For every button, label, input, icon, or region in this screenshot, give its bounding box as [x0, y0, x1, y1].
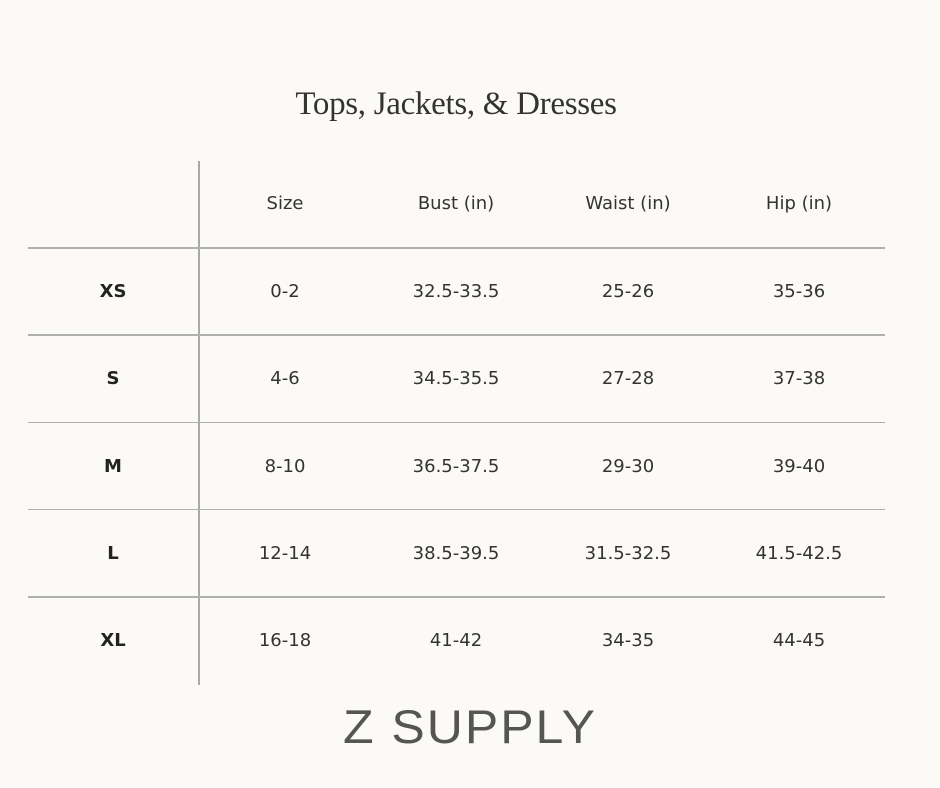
- brand-logo: Z SUPPLY: [342, 700, 598, 754]
- table-cell: 32.5-33.5: [412, 281, 500, 302]
- table-cell: 44-45: [772, 630, 826, 652]
- chart-title: Tops, Jackets, & Dresses: [295, 86, 617, 122]
- table-cell: 31.5-32.5: [584, 542, 672, 564]
- table-cell: 0-2: [270, 281, 300, 302]
- row-label: XL: [100, 630, 126, 652]
- table-cell: 36.5-37.5: [412, 455, 500, 477]
- table-cell: 38.5-39.5: [412, 542, 500, 564]
- table-cell: 41.5-42.5: [755, 542, 843, 564]
- table-cell: 29-30: [601, 455, 655, 477]
- table-cell: 4-6: [270, 368, 300, 390]
- column-header: Size: [266, 193, 304, 214]
- table-cell: 41-42: [429, 630, 483, 652]
- table-cell: 34.5-35.5: [412, 368, 500, 390]
- column-header: Waist (in): [585, 193, 671, 214]
- table-cell: 37-38: [772, 368, 826, 390]
- row-label: M: [104, 455, 122, 477]
- table-cell: 34-35: [601, 630, 655, 652]
- row-label: XS: [99, 281, 127, 302]
- table-cell: 27-28: [601, 368, 655, 390]
- row-divider: [28, 247, 885, 249]
- table-cell: 39-40: [772, 455, 826, 477]
- row-divider: [28, 334, 885, 336]
- table-cell: 16-18: [258, 630, 312, 652]
- row-label: L: [107, 542, 119, 564]
- table-cell: 25-26: [601, 281, 655, 302]
- column-header: Hip (in): [765, 193, 833, 214]
- row-divider: [28, 508, 885, 511]
- row-divider: [28, 596, 885, 598]
- row-divider: [28, 421, 885, 424]
- table-cell: 8-10: [264, 455, 306, 477]
- row-label: S: [106, 368, 120, 390]
- column-header: Bust (in): [417, 193, 495, 214]
- table-cell: 12-14: [258, 542, 312, 564]
- table-cell: 35-36: [772, 281, 826, 302]
